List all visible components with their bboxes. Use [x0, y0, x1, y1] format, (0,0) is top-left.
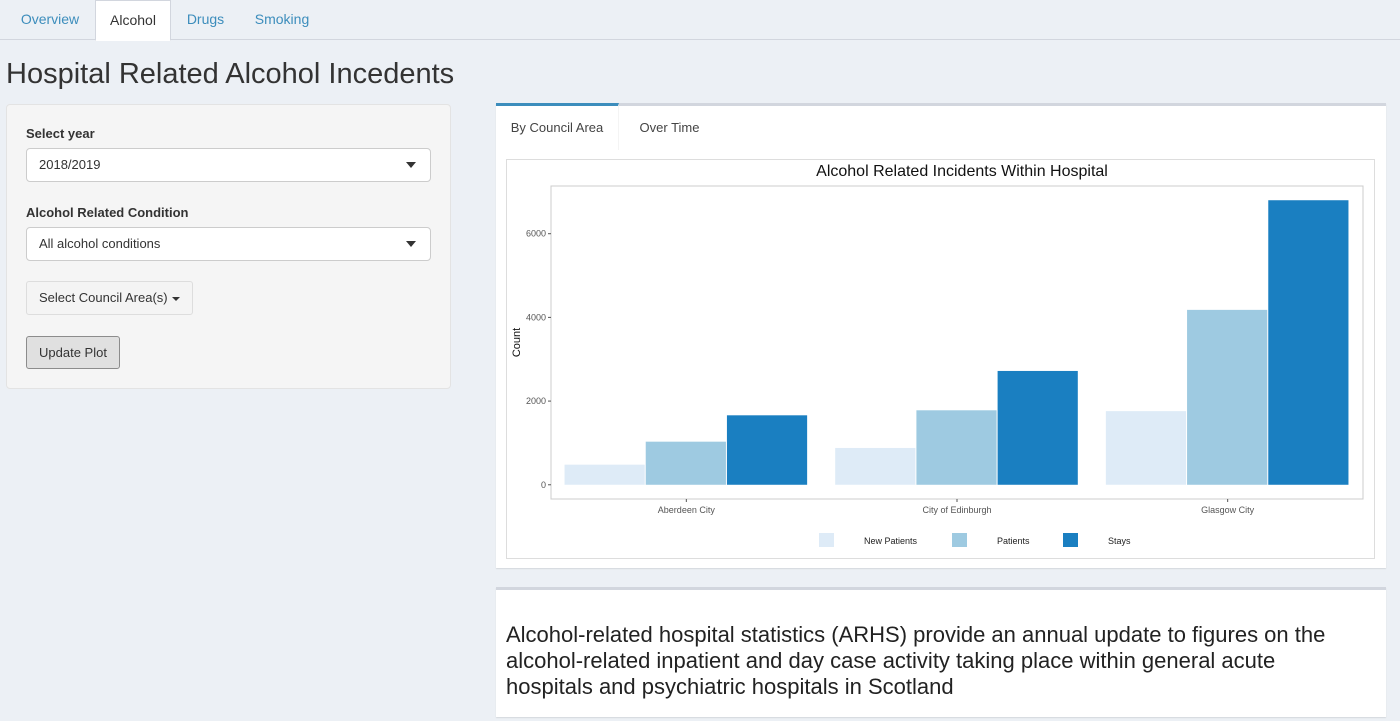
chart-title: Alcohol Related Incidents Within Hospita…: [816, 163, 1108, 180]
bar-stays: [1268, 200, 1349, 485]
y-tick-label: 4000: [526, 312, 546, 322]
sidebar-panel: Select year 2018/2019 Alcohol Related Co…: [6, 104, 451, 389]
legend-swatch: [1063, 533, 1078, 547]
info-box: Alcohol-related hospital statistics (ARH…: [496, 587, 1386, 717]
year-select[interactable]: 2018/2019: [26, 148, 431, 182]
council-area-dropdown-button[interactable]: Select Council Area(s): [26, 281, 193, 315]
year-select-value: 2018/2019: [39, 157, 101, 172]
chevron-down-icon: [406, 162, 416, 168]
condition-select[interactable]: All alcohol conditions: [26, 227, 431, 261]
chevron-down-icon: [406, 241, 416, 247]
bar-stays: [726, 415, 808, 485]
tab-alcohol[interactable]: Alcohol: [95, 0, 171, 41]
caret-down-icon: [171, 296, 180, 301]
y-axis-label: Count: [511, 328, 523, 357]
tab-over-time[interactable]: Over Time: [639, 120, 700, 135]
legend-swatch: [952, 533, 967, 547]
tab-by-council-area[interactable]: By Council Area: [496, 103, 619, 150]
bar-patients: [916, 410, 997, 485]
bar-patients: [645, 441, 726, 485]
bar-new-patients: [1105, 411, 1187, 485]
y-tick-label: 2000: [526, 396, 546, 406]
condition-select-value: All alcohol conditions: [39, 236, 161, 251]
plot-tab-box: By Council Area Over Time Alcohol Relate…: [496, 103, 1386, 568]
legend-label: Patients: [997, 536, 1030, 546]
page-title: Hospital Related Alcohol Incedents: [6, 58, 455, 90]
top-nav-tabs: Overview Alcohol Drugs Smoking: [0, 0, 1400, 41]
plot-frame: Alcohol Related Incidents Within Hospita…: [506, 159, 1375, 559]
y-tick-label: 0: [541, 480, 546, 490]
x-tick-label: City of Edinburgh: [922, 505, 991, 515]
tab-drugs[interactable]: Drugs: [186, 11, 225, 27]
year-label: Select year: [26, 126, 95, 141]
update-plot-button[interactable]: Update Plot: [26, 336, 120, 369]
x-tick-label: Glasgow City: [1201, 505, 1255, 515]
bar-new-patients: [564, 464, 645, 485]
bar-stays: [997, 370, 1078, 485]
tab-smoking[interactable]: Smoking: [254, 11, 310, 27]
legend-label: New Patients: [864, 536, 918, 546]
y-tick-label: 6000: [526, 229, 546, 239]
tab-overview[interactable]: Overview: [20, 11, 80, 27]
condition-label: Alcohol Related Condition: [26, 205, 189, 220]
x-tick-label: Aberdeen City: [658, 505, 716, 515]
council-area-button-label: Select Council Area(s): [39, 290, 168, 305]
bar-chart: Alcohol Related Incidents Within Hospita…: [511, 163, 1364, 547]
legend-label: Stays: [1108, 536, 1131, 546]
bar-new-patients: [835, 447, 916, 485]
info-text: Alcohol-related hospital statistics (ARH…: [506, 622, 1326, 699]
bar-patients: [1187, 309, 1268, 485]
legend-swatch: [819, 533, 834, 547]
